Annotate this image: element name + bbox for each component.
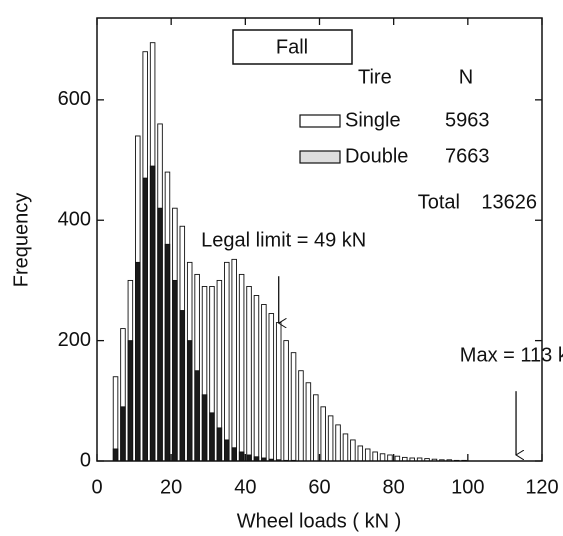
x-tick-label: 0 [91,476,102,498]
legend-swatch [299,150,341,164]
chart-title: Fall [276,36,308,58]
bar [387,454,393,462]
x-tick-label: 100 [451,476,484,498]
bar [364,448,371,462]
legend-swatch [299,114,341,128]
legend-label: Single [345,109,401,131]
bar [112,376,119,462]
x-tick-label: 120 [525,476,558,498]
bar [224,439,230,462]
bar [313,394,319,462]
bar [201,394,208,462]
bar [231,258,237,462]
bar [283,340,289,462]
bar [179,310,186,462]
bar [209,412,215,462]
y-tick-label: 600 [58,88,91,110]
bar [149,165,156,462]
bar [172,279,178,462]
bar [342,433,349,462]
bar [327,415,334,462]
bar [372,451,378,462]
bar [275,322,282,462]
x-tick-label: 40 [234,476,256,498]
legend-count: 7663 [445,145,490,167]
bar [186,340,193,462]
bar [238,451,245,462]
bar [350,439,356,462]
annotation-text: Legal limit = 49 kN [201,229,366,251]
title-box [232,29,353,65]
x-tick-label: 80 [383,476,405,498]
y-axis-label: Frequency [10,193,32,288]
bar [224,261,230,462]
bar [253,295,260,462]
bar [298,370,304,462]
bar [238,273,245,462]
bar [357,445,364,462]
bar [194,370,200,462]
bar [379,453,386,462]
bar [261,304,267,462]
bar [320,406,326,462]
bar [157,207,163,462]
x-tick-label: 60 [308,476,330,498]
total-label: Total [418,191,460,213]
x-tick-label: 20 [160,476,182,498]
legend-title: Tire [358,66,392,88]
bar [335,424,341,462]
bar [246,285,252,462]
bar [305,382,312,462]
bar [231,447,237,462]
bar [246,454,252,462]
legend-label: Double [345,145,408,167]
x-axis-label: Wheel loads ( kN ) [237,510,402,532]
y-tick-label: 400 [58,209,91,231]
bar [135,261,141,462]
bar [142,177,148,462]
bar [127,340,134,462]
bar [268,313,275,462]
legend-count-title: N [459,66,473,88]
y-tick-label: 200 [58,329,91,351]
annotation-text: Max = 113 kN [460,344,563,366]
total: 13626 [481,191,537,213]
y-tick-label: 0 [80,449,91,471]
bar [290,352,297,462]
bar [120,406,126,462]
legend-count: 5963 [445,109,490,131]
bar [164,243,171,462]
bar [112,448,119,462]
bar [216,427,223,462]
